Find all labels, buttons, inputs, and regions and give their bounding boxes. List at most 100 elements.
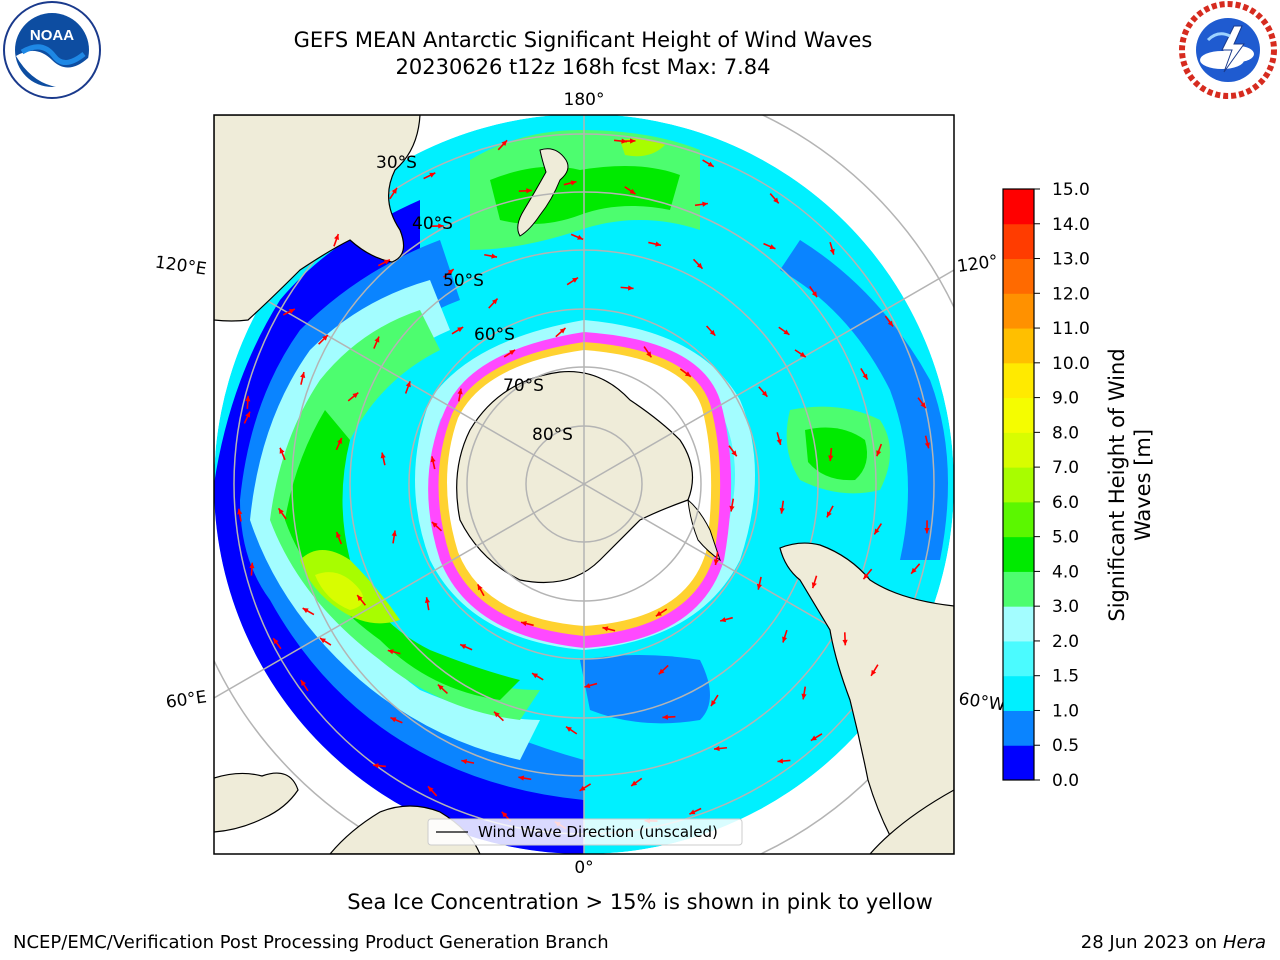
- wind-wave-arrow-head: [387, 649, 394, 655]
- wind-wave-arrow-head: [756, 583, 762, 590]
- colorbar-tick-label: 11.0: [1052, 319, 1090, 339]
- wind-wave-arrow-head: [713, 559, 719, 566]
- wind-wave-arrow-head: [565, 726, 572, 732]
- wind-wave-arrow-head: [237, 508, 243, 515]
- wind-wave-arrow-head: [245, 411, 250, 418]
- footer-date-text: 28 Jun 2023 on: [1080, 932, 1218, 953]
- legend-label: Wind Wave Direction (unscaled): [478, 823, 718, 841]
- wind-wave-arrow-head: [357, 595, 363, 601]
- wind-wave-arrow-head: [570, 180, 577, 186]
- wind-wave-arrow-head: [876, 450, 882, 457]
- wind-wave-arrow-head: [689, 809, 696, 815]
- wind-wave-arrow-head: [782, 636, 788, 643]
- noaa-logo: NOAA: [2, 0, 102, 100]
- colorbar-tick-label: 10.0: [1052, 354, 1090, 374]
- wind-wave-arrow-head: [447, 269, 454, 275]
- wind-wave-arrow-head: [278, 508, 284, 515]
- colorbar-segment: [1003, 675, 1034, 711]
- wind-wave-arrow-head: [457, 327, 464, 333]
- wind-wave-arrow-head: [390, 717, 397, 723]
- wind-wave-arrow-head: [696, 262, 703, 269]
- wind-wave-arrow-head: [438, 223, 444, 229]
- wind-wave-arrow-head: [710, 700, 717, 707]
- wind-wave-arrow-head: [322, 335, 328, 341]
- wind-wave-arrow-head: [829, 248, 835, 255]
- wind-wave-arrow-head: [779, 507, 785, 514]
- new-zealand: [517, 148, 569, 237]
- colorbar-tick-label: 15.0: [1052, 180, 1090, 200]
- footer-credit: NCEP/EMC/Verification Post Processing Pr…: [13, 932, 609, 953]
- wind-wave-arrow-head: [336, 531, 342, 538]
- wind-wave-arrow-head: [249, 562, 255, 569]
- wind-wave-arrow-head: [494, 711, 500, 718]
- wind-wave-arrow-head: [720, 617, 727, 623]
- colorbar-label-line1: Significant Height of Wind: [1105, 348, 1129, 621]
- wind-wave-arrow-head: [684, 371, 691, 377]
- wind-wave-arrow-head: [424, 597, 431, 604]
- wind-wave-arrow-head: [729, 505, 735, 512]
- lon-label-60e: 60°E: [165, 687, 208, 712]
- colorbar-segment: [1003, 501, 1034, 538]
- wind-wave-arrow-head: [658, 668, 665, 675]
- wind-wave-arrow-head: [577, 234, 584, 240]
- lon-label-120e: 120°E: [154, 253, 208, 280]
- wind-wave-arrow-head: [526, 188, 532, 194]
- lat-label-50s: 50°S: [443, 271, 484, 291]
- noaa-logo-text: NOAA: [30, 27, 74, 44]
- wind-wave-arrow-head: [319, 638, 326, 644]
- antarctic-peninsula: [687, 498, 721, 562]
- wind-wave-arrow-head: [352, 392, 359, 399]
- wind-wave-arrow-head: [279, 447, 285, 454]
- wind-wave-arrow-head: [391, 187, 397, 194]
- wind-wave-arrow-head: [602, 626, 609, 632]
- wind-wave-arrow-head: [702, 201, 708, 207]
- graticule: [214, 115, 954, 854]
- wind-wave-arrow-head: [662, 714, 668, 720]
- wind-wave-arrow-head: [811, 291, 818, 298]
- footer-host: Hera: [1222, 932, 1266, 953]
- wind-wave-arrow-head: [245, 395, 251, 402]
- wind-wave-arrow-head: [405, 381, 411, 388]
- colorbar-label-line2: Waves [m]: [1131, 429, 1155, 541]
- colorbar-tick-label: 4.0: [1052, 562, 1079, 582]
- wind-wave-arrow-head: [773, 197, 779, 204]
- colorbar-segment: [1003, 606, 1034, 642]
- wind-wave-arrow-head: [731, 450, 737, 457]
- wind-wave-arrow-head: [427, 786, 434, 793]
- wind-wave-arrow-head: [430, 456, 436, 463]
- lat-label-40s: 40°S: [412, 214, 453, 234]
- colorbar-tick-label: 13.0: [1052, 250, 1090, 270]
- wind-wave-arrow-head: [584, 683, 591, 689]
- colorbar-segment: [1003, 362, 1034, 399]
- wind-wave-arrow-head: [801, 693, 807, 700]
- wind-wave-arrow-head: [273, 638, 279, 645]
- wind-wave-arrow-head: [810, 735, 817, 741]
- wind-wave-arrow-head: [288, 309, 295, 314]
- colorbar-tick-label: 9.0: [1052, 389, 1079, 409]
- wind-wave-arrow-head: [761, 390, 768, 397]
- map-subtitle: 20230626 t12z 168h fcst Max: 7.84: [395, 55, 771, 79]
- colorbar-segment: [1003, 536, 1034, 572]
- colorbar-segment: [1003, 223, 1034, 260]
- wind-wave-arrow-head: [437, 684, 444, 691]
- wind-wave-arrow-head: [572, 277, 579, 283]
- map-title: GEFS MEAN Antarctic Significant Height o…: [293, 28, 873, 52]
- wind-wave-arrow-head: [491, 298, 498, 305]
- colorbar-segment: [1003, 258, 1034, 294]
- wind-wave-arrow-head: [380, 452, 386, 459]
- wind-wave-arrow-head: [509, 349, 516, 356]
- wind-wave-arrow-head: [828, 455, 834, 462]
- footer-date: 28 Jun 2023 on Hera: [1081, 932, 1266, 953]
- colorbar-segment: [1003, 571, 1034, 607]
- wind-wave-arrow-head: [887, 320, 894, 327]
- wind-wave-arrow-head: [627, 285, 634, 291]
- ice-note: Sea Ice Concentration > 15% is shown in …: [347, 890, 933, 914]
- wind-wave-arrow-head: [707, 161, 714, 167]
- wind-wave-arrow-head: [783, 329, 790, 335]
- lat-label-80s: 80°S: [532, 425, 573, 445]
- colorbar-segment: [1003, 328, 1034, 364]
- lon-label-60w: 60°W: [957, 689, 1006, 715]
- wind-wave-arrow-head: [655, 241, 662, 247]
- wind-wave-arrow-head: [559, 328, 566, 334]
